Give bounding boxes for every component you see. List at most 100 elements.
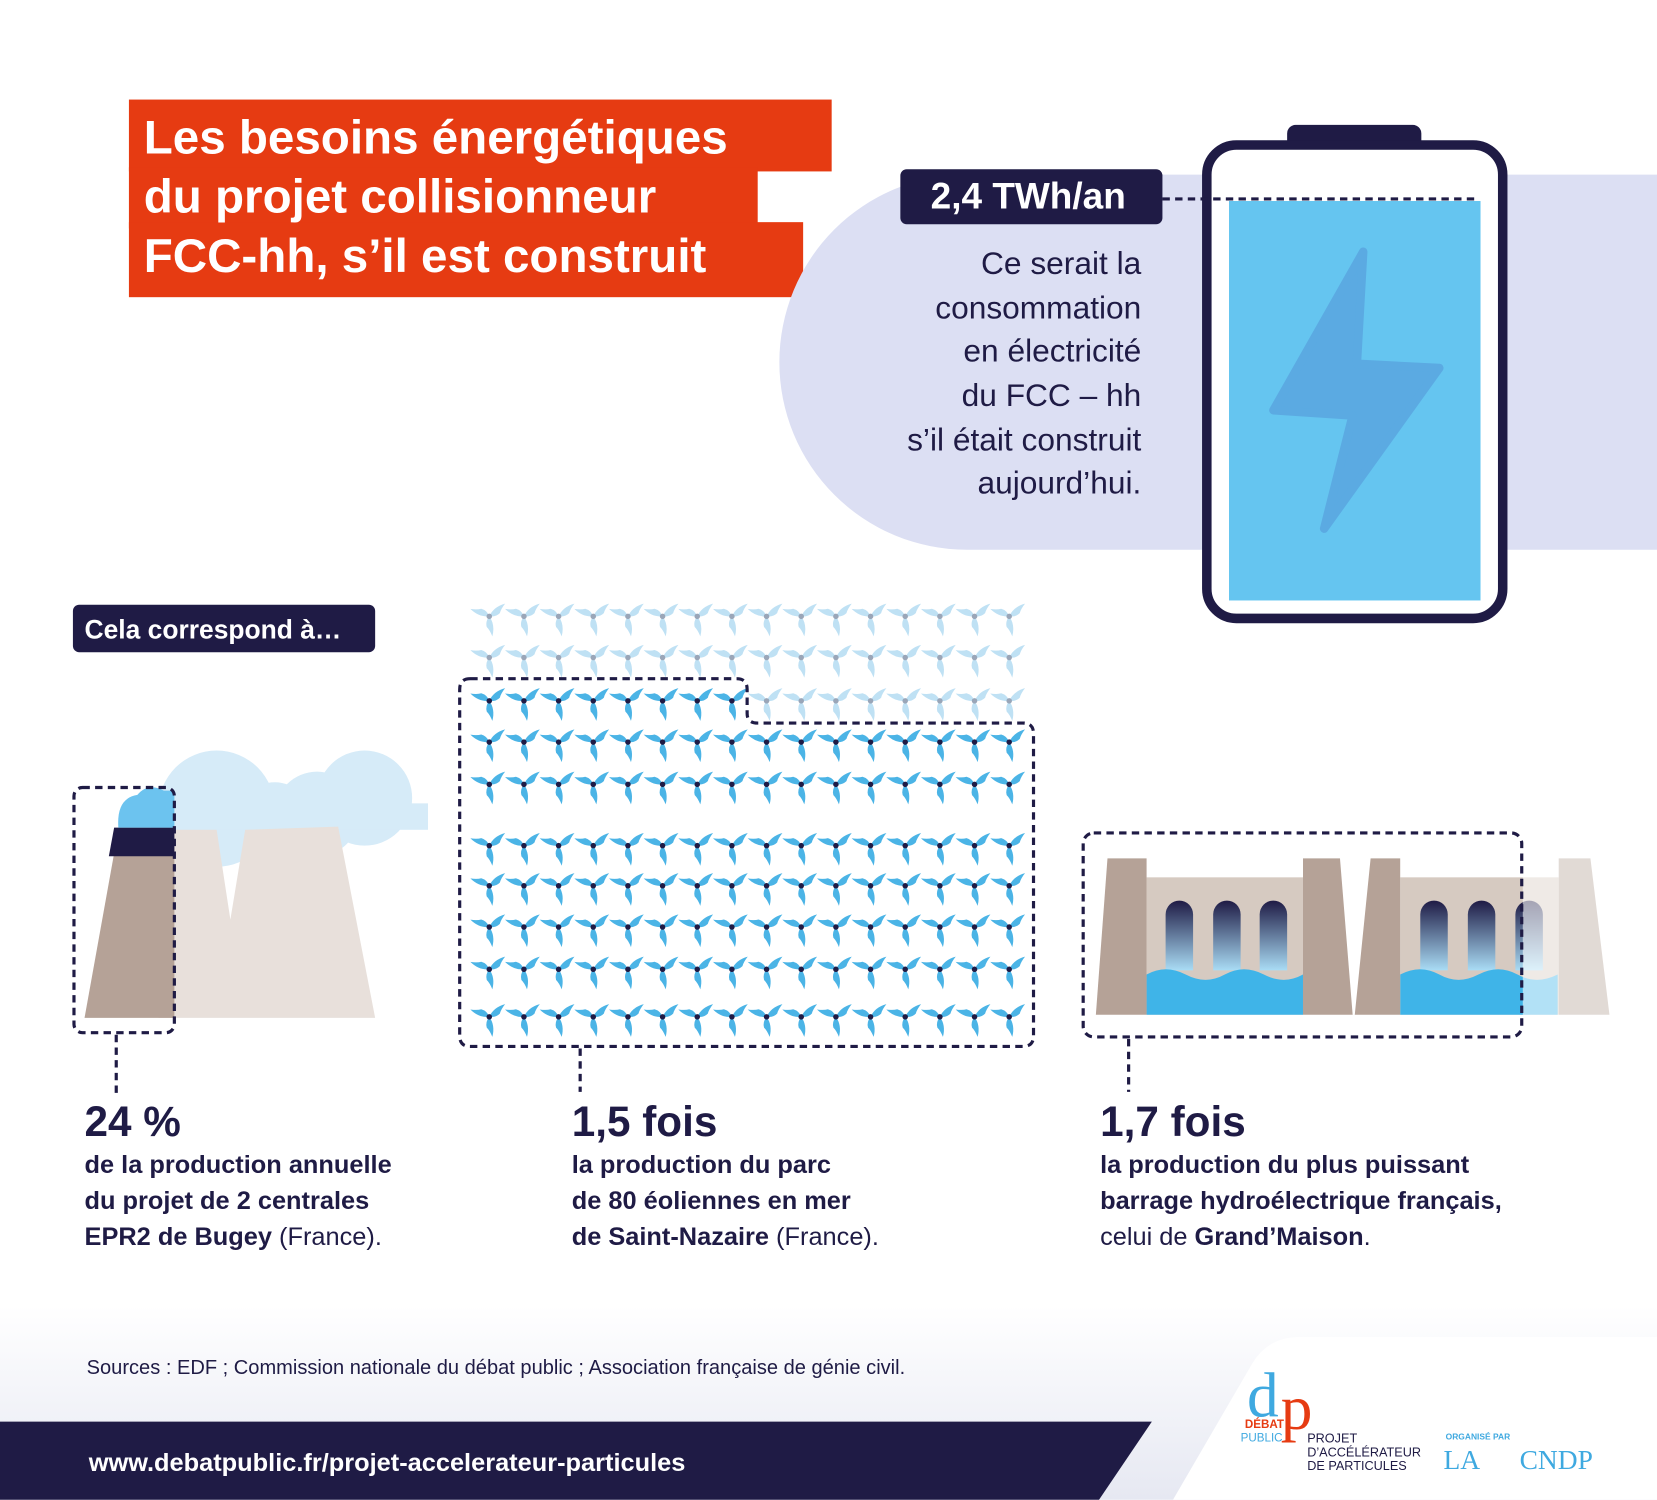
- blade: [801, 1004, 818, 1018]
- blade: [558, 832, 575, 846]
- blade: [763, 657, 771, 678]
- blade: [590, 657, 598, 678]
- blade: [713, 693, 732, 701]
- blade: [593, 1004, 610, 1018]
- blade: [905, 1004, 922, 1018]
- title-line: FCC-hh, s’il est construit: [144, 230, 707, 283]
- hub: [729, 966, 735, 973]
- blade: [489, 644, 506, 658]
- turbine: [920, 771, 956, 805]
- blade: [662, 644, 679, 658]
- turbine: [609, 771, 644, 805]
- hub: [867, 739, 874, 745]
- blade: [1006, 742, 1014, 763]
- blade: [886, 608, 906, 617]
- hub: [763, 654, 770, 661]
- blade: [801, 832, 818, 846]
- turbine: [851, 914, 887, 948]
- hub: [659, 781, 666, 788]
- blade: [539, 919, 559, 928]
- blade: [886, 693, 906, 701]
- blade: [520, 657, 529, 678]
- turbine: [539, 914, 575, 948]
- url[interactable]: www.debatpublic.fr/projet-accelerateur-p…: [88, 1449, 686, 1477]
- turbine: [851, 873, 887, 906]
- hub: [486, 883, 493, 889]
- blade: [905, 956, 922, 970]
- blade: [523, 688, 540, 702]
- organised-by: ORGANISÉ PAR: [1446, 1432, 1511, 1442]
- blade: [539, 608, 559, 617]
- blade: [905, 729, 922, 743]
- blade: [523, 914, 540, 928]
- turbine: [470, 1004, 506, 1037]
- blade: [867, 845, 875, 866]
- turbine: [990, 688, 1026, 721]
- blade: [974, 771, 991, 785]
- blade: [731, 603, 748, 617]
- hub: [833, 781, 839, 788]
- blade: [832, 969, 840, 990]
- turbine: [851, 603, 887, 637]
- blade: [747, 608, 767, 617]
- blade: [678, 919, 698, 928]
- blade: [886, 734, 906, 743]
- hub: [729, 654, 735, 661]
- logo-name: PUBLIC: [1241, 1432, 1283, 1445]
- blade: [1009, 956, 1026, 970]
- blade: [939, 644, 956, 658]
- blade: [574, 608, 594, 617]
- logo: d p DÉBAT PUBLIC PROJET D’ACCÉLÉRATEUR D…: [1241, 1360, 1593, 1475]
- blade: [624, 1016, 632, 1037]
- turbine: [747, 832, 783, 866]
- hub: [937, 654, 943, 661]
- blade: [523, 1004, 540, 1018]
- hub: [729, 739, 735, 745]
- blade: [920, 919, 940, 928]
- blade: [1009, 688, 1026, 702]
- hub: [937, 966, 943, 973]
- hub: [659, 1014, 666, 1020]
- hub: [1006, 739, 1012, 745]
- turbine: [609, 688, 644, 721]
- blade: [470, 649, 490, 658]
- blade: [936, 1016, 944, 1037]
- blade: [505, 1009, 524, 1017]
- hub: [763, 739, 770, 745]
- blade: [486, 657, 494, 678]
- blade: [574, 878, 594, 886]
- logo-project: PROJET: [1307, 1432, 1357, 1446]
- turbine: [990, 832, 1026, 866]
- hub: [1006, 883, 1012, 889]
- turbine: [713, 956, 748, 990]
- hub: [763, 613, 770, 620]
- blade: [555, 885, 563, 906]
- blade: [643, 961, 663, 970]
- hub: [937, 698, 943, 704]
- hub: [833, 842, 839, 849]
- blade: [574, 734, 594, 743]
- blade: [489, 603, 506, 617]
- turbine: [955, 771, 991, 805]
- blade: [486, 784, 494, 805]
- hub: [590, 654, 597, 661]
- turbine: [990, 956, 1026, 990]
- blade: [555, 742, 563, 763]
- blade: [747, 693, 767, 701]
- blade: [835, 729, 852, 743]
- blade: [974, 644, 991, 658]
- blade: [902, 969, 910, 990]
- blade: [520, 616, 529, 637]
- turbine: [782, 956, 818, 990]
- blade: [851, 878, 871, 886]
- hub: [625, 654, 631, 661]
- hub: [590, 883, 597, 889]
- turbine: [609, 956, 644, 990]
- turbine: [747, 873, 783, 906]
- figure: 1,7 fois: [1100, 1098, 1246, 1145]
- blade: [505, 838, 524, 846]
- blade: [971, 969, 979, 990]
- blade: [694, 657, 702, 678]
- blade: [520, 969, 529, 990]
